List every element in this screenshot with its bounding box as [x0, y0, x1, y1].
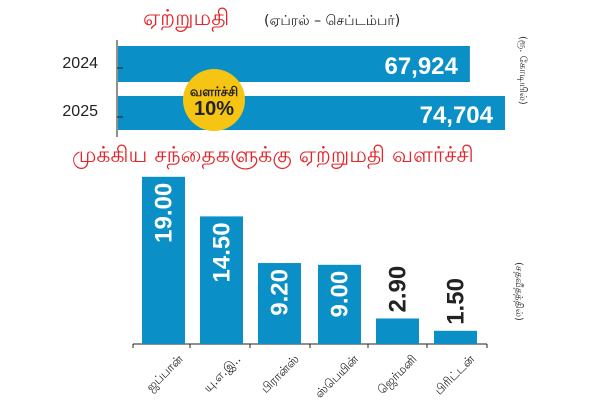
bar-2024 — [118, 46, 470, 82]
growth-value: 10% — [194, 98, 234, 120]
bar-2025 — [118, 96, 505, 130]
growth-label: வளர்ச்சி — [190, 85, 238, 100]
markets-title: முக்கிய சந்தைகளுக்கு ஏற்றுமதி வளர்ச்சி — [72, 143, 474, 168]
bar-value-label: 74,704 — [420, 102, 494, 129]
bar-value-label: 2.90 — [385, 266, 412, 313]
year-label-2024: 2024 — [62, 55, 98, 72]
bar-value-label: 9.00 — [327, 271, 354, 318]
unit-label-percent: (சதவீதத்தில்) — [513, 262, 524, 321]
bar-யு.எ.இ.. — [200, 216, 243, 344]
bar-value-label: 14.50 — [209, 222, 236, 282]
bar-பிரிட்டன் — [434, 330, 477, 344]
export-title: ஏற்றுமதி — [143, 6, 230, 31]
bar-ஜப்பான் — [142, 176, 185, 344]
bar-ஸ்பெயின் — [318, 264, 361, 344]
bar-value-label: 1.50 — [443, 278, 470, 325]
bar-value-label: 19.00 — [151, 183, 178, 243]
growth-badge — [183, 69, 245, 131]
year-label-2025: 2025 — [62, 103, 98, 120]
bar-ஜெர்மனி — [376, 318, 419, 344]
bar-value-label: 9.20 — [267, 269, 294, 316]
bar-value-label: 67,924 — [384, 53, 458, 80]
export-period: (ஏப்ரல் – செப்டம்பர்) — [264, 13, 401, 29]
unit-label-crore: (ரூ. கோடியில்) — [517, 36, 528, 105]
bar-பிரான்ஸ் — [258, 263, 301, 344]
